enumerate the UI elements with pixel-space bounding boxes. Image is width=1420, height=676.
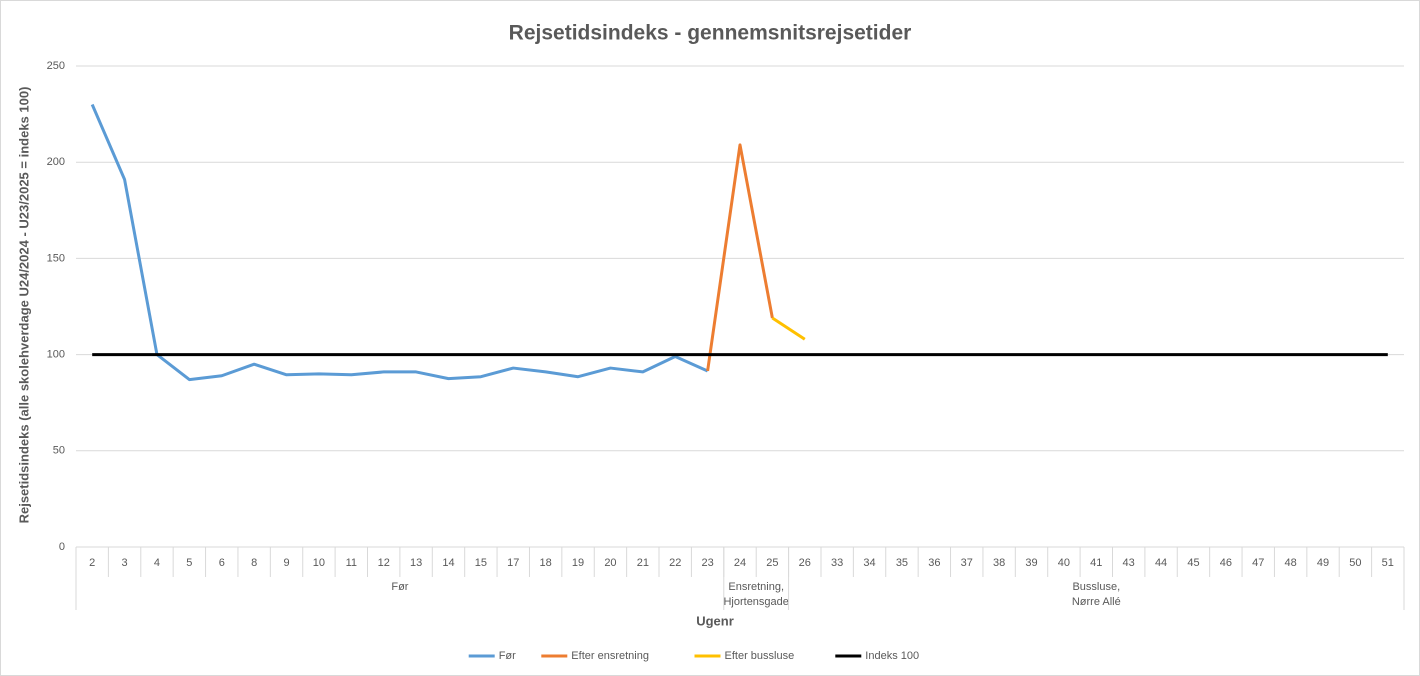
x-tick-label: 38 — [993, 557, 1005, 569]
series-line — [706, 143, 774, 372]
x-tick-label: 2 — [89, 557, 95, 569]
x-tick-label: 47 — [1252, 557, 1264, 569]
x-tick-label: 9 — [283, 557, 289, 569]
x-tick-label: 40 — [1058, 557, 1070, 569]
x-tick-label: 49 — [1317, 557, 1329, 569]
legend-label: Indeks 100 — [865, 650, 919, 662]
x-tick-label: 10 — [313, 557, 325, 569]
group-label: Ensretning, — [728, 581, 784, 593]
x-tick-label: 44 — [1155, 557, 1167, 569]
x-tick-label: 22 — [669, 557, 681, 569]
y-tick-label: 100 — [47, 349, 65, 361]
x-tick-label: 19 — [572, 557, 584, 569]
x-tick-label: 3 — [122, 557, 128, 569]
x-tick-label: 39 — [1025, 557, 1037, 569]
x-tick-label: 4 — [154, 557, 160, 569]
x-tick-label: 45 — [1187, 557, 1199, 569]
group-label: Hjortensgade — [723, 596, 788, 608]
y-tick-label: 200 — [47, 156, 65, 168]
x-tick-label: 48 — [1285, 557, 1297, 569]
chart-title: Rejsetidsindeks - gennemsnitsrejsetider — [509, 22, 912, 45]
x-tick-label: 21 — [637, 557, 649, 569]
x-tick-label: 33 — [831, 557, 843, 569]
x-tick-label: 37 — [961, 557, 973, 569]
y-tick-label: 150 — [47, 252, 65, 264]
x-tick-label: 15 — [475, 557, 487, 569]
x-tick-label: 13 — [410, 557, 422, 569]
legend-label: Efter ensretning — [571, 650, 649, 662]
x-tick-label: 25 — [766, 557, 778, 569]
x-tick-label: 24 — [734, 557, 746, 569]
series-line — [90, 103, 709, 382]
x-tick-label: 51 — [1382, 557, 1394, 569]
x-tick-label: 12 — [378, 557, 390, 569]
x-tick-label: 8 — [251, 557, 257, 569]
x-tick-label: 26 — [799, 557, 811, 569]
y-tick-label: 50 — [53, 445, 65, 457]
x-axis-label: Ugenr — [696, 613, 734, 628]
x-tick-label: 14 — [442, 557, 454, 569]
legend-label: Før — [499, 650, 516, 662]
x-tick-label: 5 — [186, 557, 192, 569]
series-line — [771, 316, 806, 341]
x-tick-label: 34 — [863, 557, 875, 569]
x-tick-label: 46 — [1220, 557, 1232, 569]
legend-label: Efter bussluse — [725, 650, 795, 662]
x-tick-label: 17 — [507, 557, 519, 569]
x-tick-label: 36 — [928, 557, 940, 569]
x-tick-label: 18 — [540, 557, 552, 569]
x-tick-label: 35 — [896, 557, 908, 569]
x-tick-label: 41 — [1090, 557, 1102, 569]
y-axis-label: Rejsetidsindeks (alle skolehverdage U24/… — [16, 87, 31, 524]
x-tick-label: 6 — [219, 557, 225, 569]
group-label: Nørre Allé — [1072, 596, 1121, 608]
x-tick-label: 11 — [346, 557, 357, 569]
x-tick-label: 50 — [1349, 557, 1361, 569]
y-tick-label: 250 — [47, 60, 65, 72]
x-tick-label: 43 — [1123, 557, 1135, 569]
y-tick-label: 0 — [59, 541, 65, 553]
group-label: Bussluse, — [1072, 581, 1120, 593]
x-tick-label: 20 — [604, 557, 616, 569]
group-label: Før — [391, 581, 408, 593]
x-tick-label: 23 — [701, 557, 713, 569]
